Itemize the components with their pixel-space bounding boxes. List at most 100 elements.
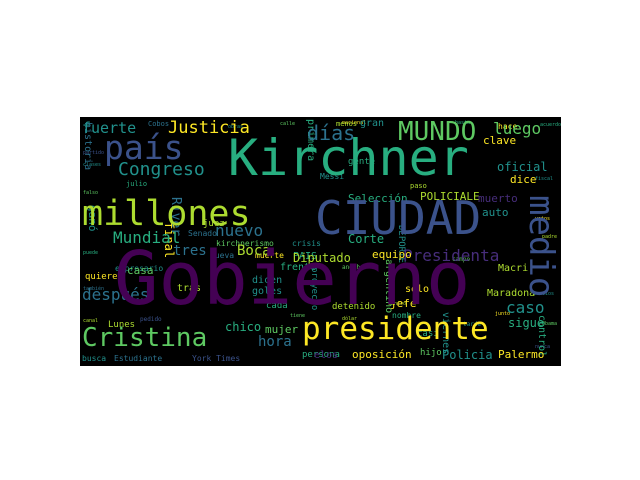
word-campo: campo: [452, 256, 471, 263]
word-lunes: Lunes: [108, 320, 136, 330]
word-gente: gente: [348, 157, 376, 167]
word-tambien: también: [83, 286, 105, 292]
word-acuerdo: acuerdo: [540, 122, 561, 128]
word-policiale: POLICIALE: [420, 190, 480, 203]
word-corte: Corte: [348, 232, 385, 246]
word-chico: chico: [225, 320, 262, 334]
word-pais: país: [104, 128, 184, 167]
word-mundo: MUNDO: [398, 117, 477, 147]
word-pais-caps: PAIS: [293, 251, 318, 262]
word-auto: auto: [482, 206, 509, 219]
word-maradona: Maradona: [487, 288, 536, 299]
word-equipo: equipo: [372, 248, 412, 261]
word-obras: obras: [228, 124, 244, 130]
word-seleccion: Selección: [348, 192, 408, 205]
word-gran: gran: [360, 118, 385, 129]
word-mundial: Mundial: [113, 228, 181, 247]
word-cada: cada: [266, 301, 288, 311]
word-calle: calle: [280, 121, 296, 127]
word-luego: luego: [493, 119, 542, 138]
word-jefe: jefe: [390, 297, 417, 310]
word-tras: tras: [177, 283, 202, 294]
word-canal: canal: [83, 318, 99, 324]
word-justicia: Justicia: [168, 118, 250, 138]
word-tarde: tarde: [463, 321, 482, 328]
word-nueva: nueva: [210, 251, 235, 260]
word-hora: hora: [258, 334, 292, 350]
word-juez: juez: [203, 219, 225, 229]
word-casa: casa: [127, 264, 154, 277]
word-oficial: oficial: [497, 160, 548, 174]
word-obama: Obama: [542, 321, 558, 327]
word-clases: clases: [83, 162, 102, 168]
word-nacional: nacional: [342, 120, 367, 126]
word-medio: medio: [521, 195, 561, 298]
word-frente: frente: [280, 262, 317, 273]
word-crisis: crisis: [292, 239, 321, 248]
word-centro: Centro: [388, 301, 407, 307]
word-elos: elos: [314, 350, 339, 361]
word-precios: precios: [533, 291, 555, 297]
word-quiere: quiere: [85, 272, 118, 282]
word-casi: casi: [417, 329, 439, 339]
word-gobierno: Gobierno: [114, 236, 471, 322]
word-presidenta: Presidenta: [403, 246, 500, 265]
word-messi: Messi: [320, 172, 345, 181]
word-persona: persona: [302, 350, 340, 360]
word-kirchner: Kirchner: [228, 129, 469, 187]
word-busca: busca: [82, 354, 107, 363]
word-fuerte: fuerte: [82, 119, 137, 137]
word-julio: julio: [126, 180, 148, 188]
word-millones: millones: [82, 194, 251, 234]
word-macri: Macri: [498, 263, 529, 274]
word-falso: falso: [83, 190, 99, 196]
word-nombre: nombre: [392, 311, 421, 320]
word-dias: días: [307, 121, 356, 145]
word-goles: goles: [252, 286, 283, 297]
word-muerto: muerto: [478, 192, 518, 205]
word-dicen: dicen: [252, 275, 283, 286]
word-anoche: anoche: [342, 264, 364, 271]
word-menos: menos: [336, 120, 358, 128]
word-york-times: York Times: [192, 354, 241, 363]
word-dolar: dólar: [342, 316, 358, 322]
word-ciudad: CIUDAD: [315, 191, 482, 245]
word-despues: después: [82, 285, 150, 304]
word-pedido: pedido: [140, 316, 162, 323]
word-congreso: Congreso: [118, 159, 205, 180]
word-puede: puede: [83, 250, 99, 256]
word-padre: padre: [542, 234, 558, 240]
word-tres: tres: [173, 243, 207, 259]
word-hace: hace: [498, 122, 518, 131]
word-oposicion: oposición: [352, 348, 412, 361]
word-cristina: Cristina: [82, 323, 208, 353]
word-caso: caso: [506, 298, 545, 317]
word-kirchnerismo: kirchnerismo: [216, 239, 274, 248]
word-votos: votos: [535, 216, 551, 222]
word-fiscal: fiscal: [535, 176, 554, 182]
word-junto: junto: [495, 311, 511, 317]
word-partido: partido: [83, 150, 105, 156]
word-diputado: Diputado: [293, 251, 351, 265]
word-palermo: Palermo: [498, 348, 545, 361]
word-nunca: nunca: [535, 344, 551, 350]
word-presidente: presidente: [302, 311, 489, 347]
word-mujer: mujer: [265, 323, 299, 336]
word-hijo: hijo: [420, 348, 442, 358]
word-clave: clave: [483, 134, 517, 147]
word-senado: Senado: [188, 229, 217, 238]
word-detenido: detenido: [332, 302, 376, 312]
word-solo: sólo: [405, 284, 430, 295]
word-hasta: hasta: [455, 120, 471, 126]
word-sigue: sigue: [508, 316, 545, 330]
word-cloud: partido clases falso puede también canal…: [80, 117, 561, 366]
word-dice: dice: [510, 173, 537, 186]
word-paso: paso: [410, 182, 427, 190]
word-boca: Boca: [237, 243, 271, 259]
word-estudiante: Estudiante: [114, 354, 163, 363]
word-muerte: muerte: [255, 251, 284, 260]
word-empresario: empresario: [115, 264, 164, 273]
word-cobos: Cobos: [148, 120, 170, 128]
word-tiene: tiene: [290, 313, 306, 319]
word-policia: Policia: [442, 348, 493, 362]
